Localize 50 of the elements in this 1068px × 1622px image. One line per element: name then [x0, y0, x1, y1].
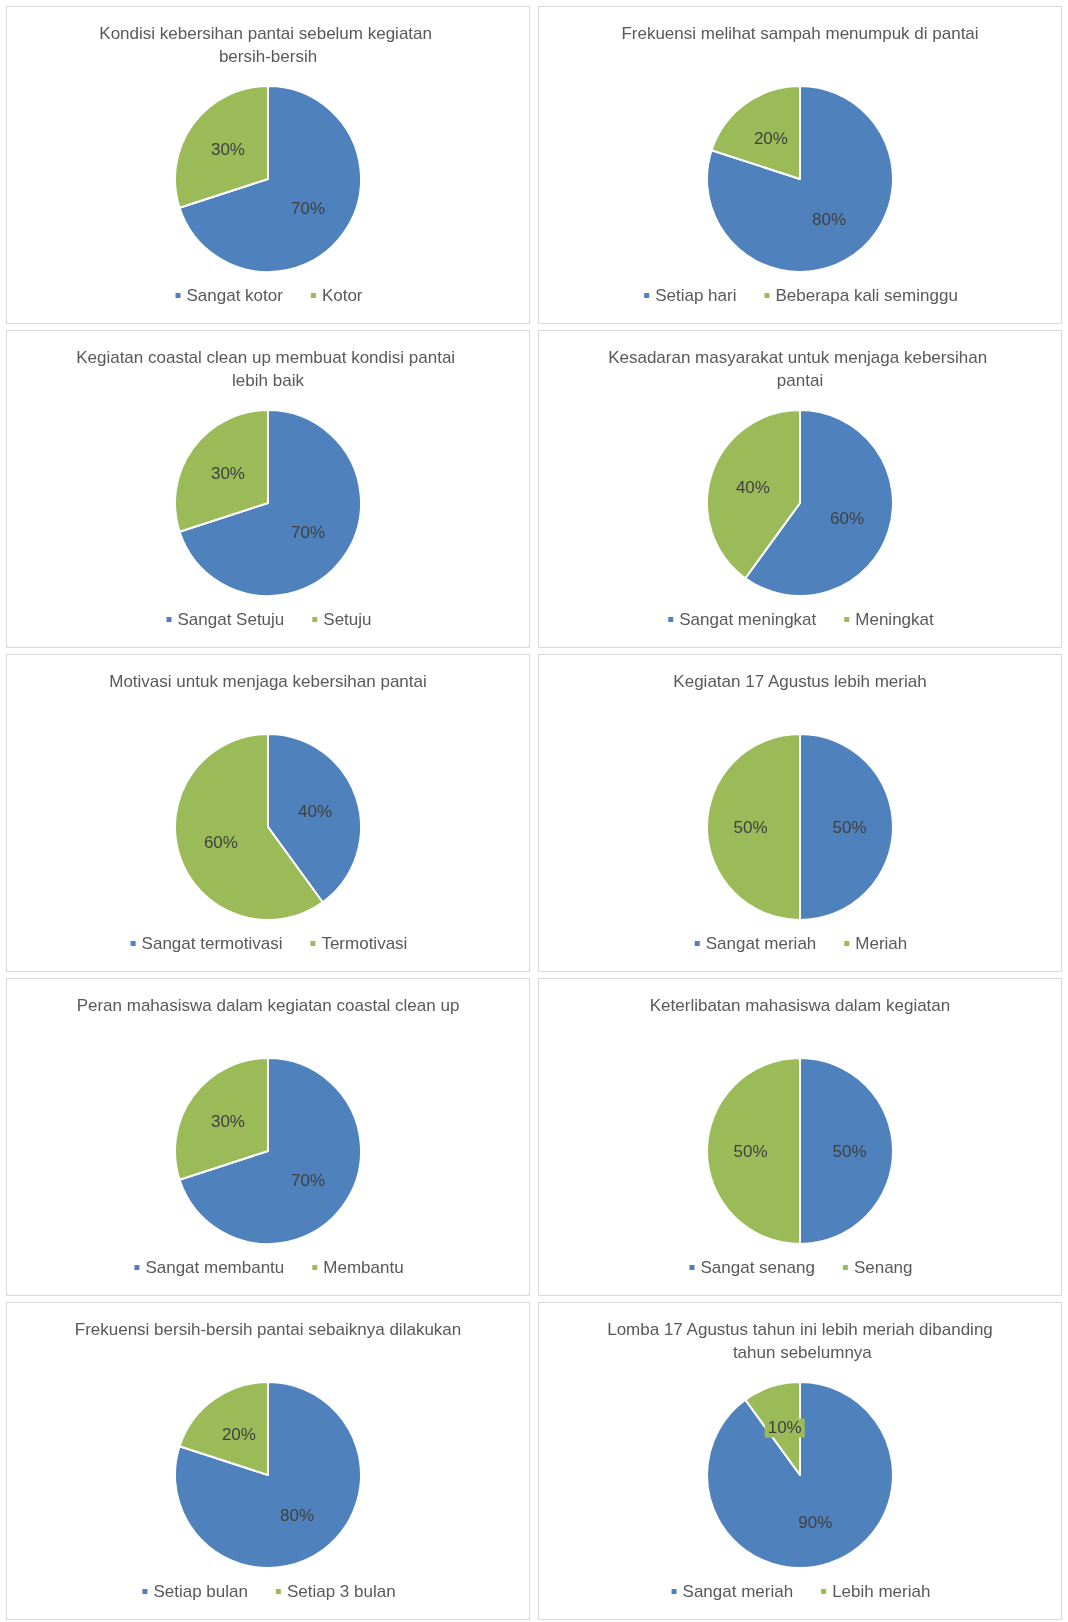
data-label: 80%: [280, 1505, 315, 1525]
chart-title: Kegiatan 17 Agustus lebih meriah: [673, 672, 927, 691]
data-label: 30%: [210, 1112, 245, 1132]
legend-label: Kotor: [321, 286, 363, 305]
data-label: 70%: [291, 1170, 326, 1190]
data-label: 60%: [830, 508, 865, 528]
data-label: 10%: [767, 1418, 802, 1438]
data-label: 50%: [733, 817, 768, 837]
legend-label: Meningkat: [855, 610, 935, 629]
chart-title: Peran mahasiswa dalam kegiatan coastal clean up: [76, 996, 460, 1015]
data-label: 90%: [798, 1512, 833, 1532]
legend-label: Termotivasi: [321, 934, 408, 953]
legend-label: Setuju: [323, 610, 372, 629]
chart-title: Keterlibatan mahasiswa dalam kegiatan: [649, 996, 951, 1015]
chart-title: Kegiatan coastal clean up membuat kondisi pantai lebih baik: [76, 348, 460, 390]
legend-label: Setiap bulan: [153, 1582, 248, 1601]
legend-label: Sangat senang: [700, 1258, 815, 1277]
legend-label: Beberapa kali seminggu: [775, 286, 958, 305]
chart-title: Frekuensi bersih-bersih pantai sebaiknya dilakukan: [74, 1320, 462, 1339]
legend-label: Lebih meriah: [832, 1582, 931, 1601]
legend-label: Membantu: [323, 1258, 404, 1277]
legend-label: Sangat meriah: [682, 1582, 794, 1601]
legend-label: Sangat meriah: [705, 934, 817, 953]
chart-title: Lomba 17 Agustus tahun ini lebih meriah dibanding tahun sebelumnya: [607, 1320, 993, 1362]
data-label: 70%: [291, 522, 326, 542]
data-label: 50%: [832, 817, 867, 837]
legend-label: Sangat meningkat: [679, 610, 817, 629]
chart-title: Frekuensi melihat sampah menumpuk di pantai: [621, 24, 979, 43]
legend-label: Sangat membantu: [145, 1258, 285, 1277]
data-label: 30%: [210, 464, 245, 484]
data-label: 30%: [210, 140, 245, 160]
data-label: 20%: [221, 1425, 256, 1445]
legend-label: Setiap hari: [655, 286, 737, 305]
data-label: 50%: [832, 1141, 867, 1161]
legend-label: Sangat Setuju: [177, 610, 285, 629]
data-label: 60%: [203, 832, 238, 852]
legend-label: Sangat termotivasi: [141, 934, 283, 953]
data-label: 40%: [735, 478, 770, 498]
chart-title: Kesadaran masyarakat untuk menjaga kebersihan pantai: [608, 348, 992, 390]
chart-title: Motivasi untuk menjaga kebersihan pantai: [109, 672, 427, 691]
data-label: 70%: [291, 198, 326, 218]
data-label: 20%: [753, 129, 788, 149]
data-label: 80%: [812, 209, 847, 229]
chart-title: Kondisi kebersihan pantai sebelum kegiatan bersih-bersih: [99, 24, 437, 66]
data-label: 50%: [733, 1141, 768, 1161]
legend-label: Sangat kotor: [186, 286, 284, 305]
data-label: 40%: [298, 802, 333, 822]
legend-label: Setiap 3 bulan: [286, 1582, 396, 1601]
legend-label: Meriah: [855, 934, 908, 953]
legend-label: Senang: [853, 1258, 913, 1277]
